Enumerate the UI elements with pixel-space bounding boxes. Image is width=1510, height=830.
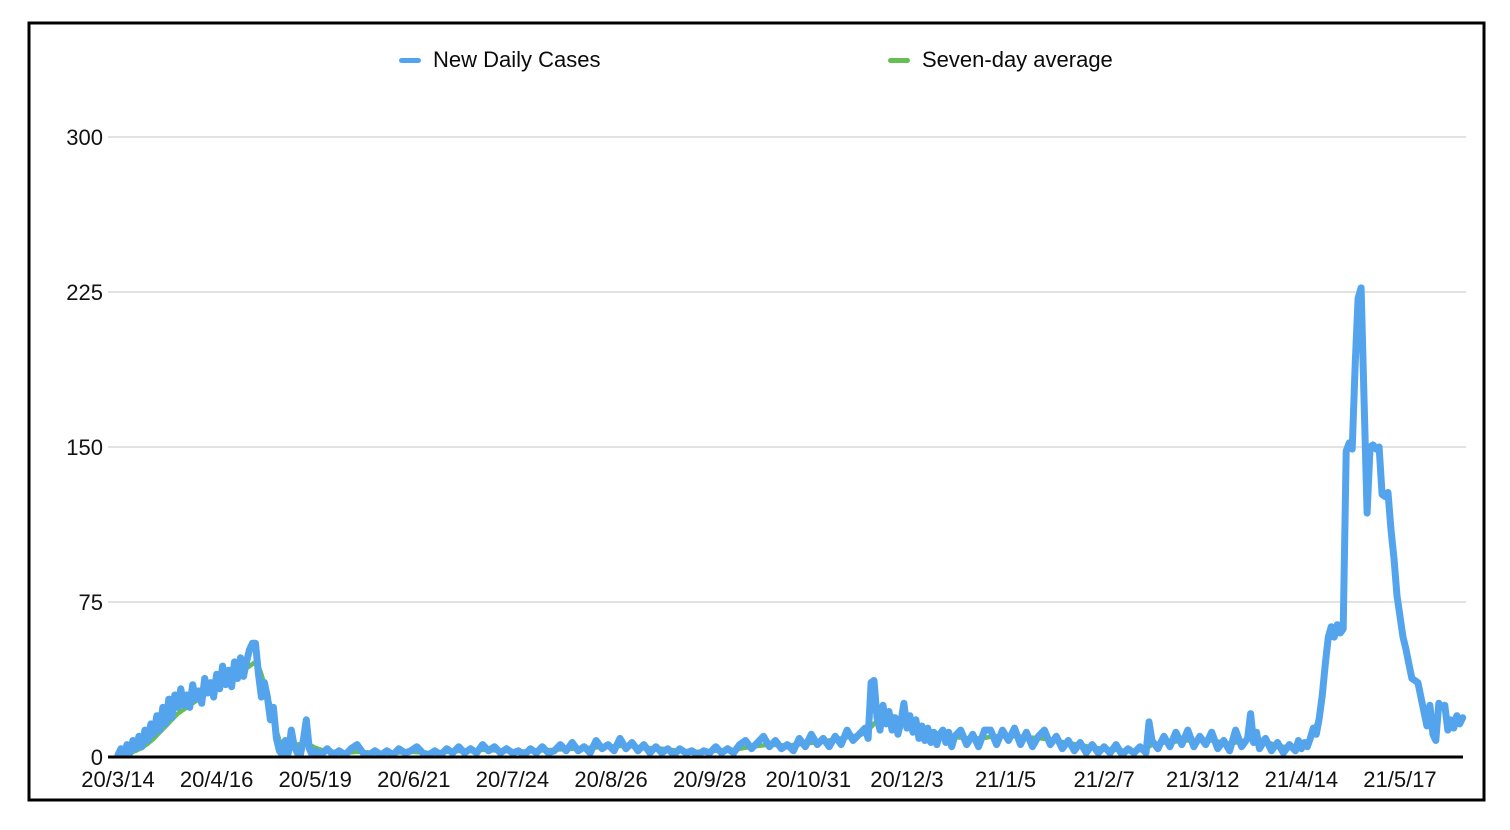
x-axis-tick-label: 21/1/5 <box>975 767 1036 792</box>
x-axis-tick-label: 20/10/31 <box>765 767 851 792</box>
y-axis-tick-label: 225 <box>66 280 103 305</box>
x-axis-tick-label: 21/2/7 <box>1074 767 1135 792</box>
x-axis-tick-label: 20/3/14 <box>81 767 154 792</box>
x-axis-tick-label: 20/8/26 <box>574 767 647 792</box>
x-axis-tick-label: 20/6/21 <box>377 767 450 792</box>
x-axis-tick-label: 21/3/12 <box>1166 767 1239 792</box>
y-axis-tick-labels: 0 75 150 225 300 <box>66 125 103 770</box>
x-axis-tick-label: 20/9/28 <box>673 767 746 792</box>
x-axis-tick-label: 21/4/14 <box>1265 767 1338 792</box>
x-axis-tick-label: 20/5/19 <box>279 767 352 792</box>
x-axis-tick-labels: 20/3/14 20/4/16 20/5/19 20/6/21 20/7/24 20/8/… <box>81 767 1436 792</box>
x-axis-tick-label: 20/7/24 <box>476 767 549 792</box>
series-line-new-daily-cases <box>114 284 1467 759</box>
gridlines <box>108 136 1466 603</box>
y-axis-tick-label: 0 <box>91 745 103 770</box>
x-axis-tick-label: 20/12/3 <box>870 767 943 792</box>
y-axis-tick-label: 150 <box>66 435 103 460</box>
y-axis-tick-label: 300 <box>66 125 103 150</box>
x-axis-tick-label: 20/4/16 <box>180 767 253 792</box>
y-axis-tick-label: 75 <box>79 590 103 615</box>
series-line-seven-day-average <box>115 287 1465 759</box>
chart-frame-border <box>27 21 1486 802</box>
x-axis-tick-label: 21/5/17 <box>1363 767 1436 792</box>
